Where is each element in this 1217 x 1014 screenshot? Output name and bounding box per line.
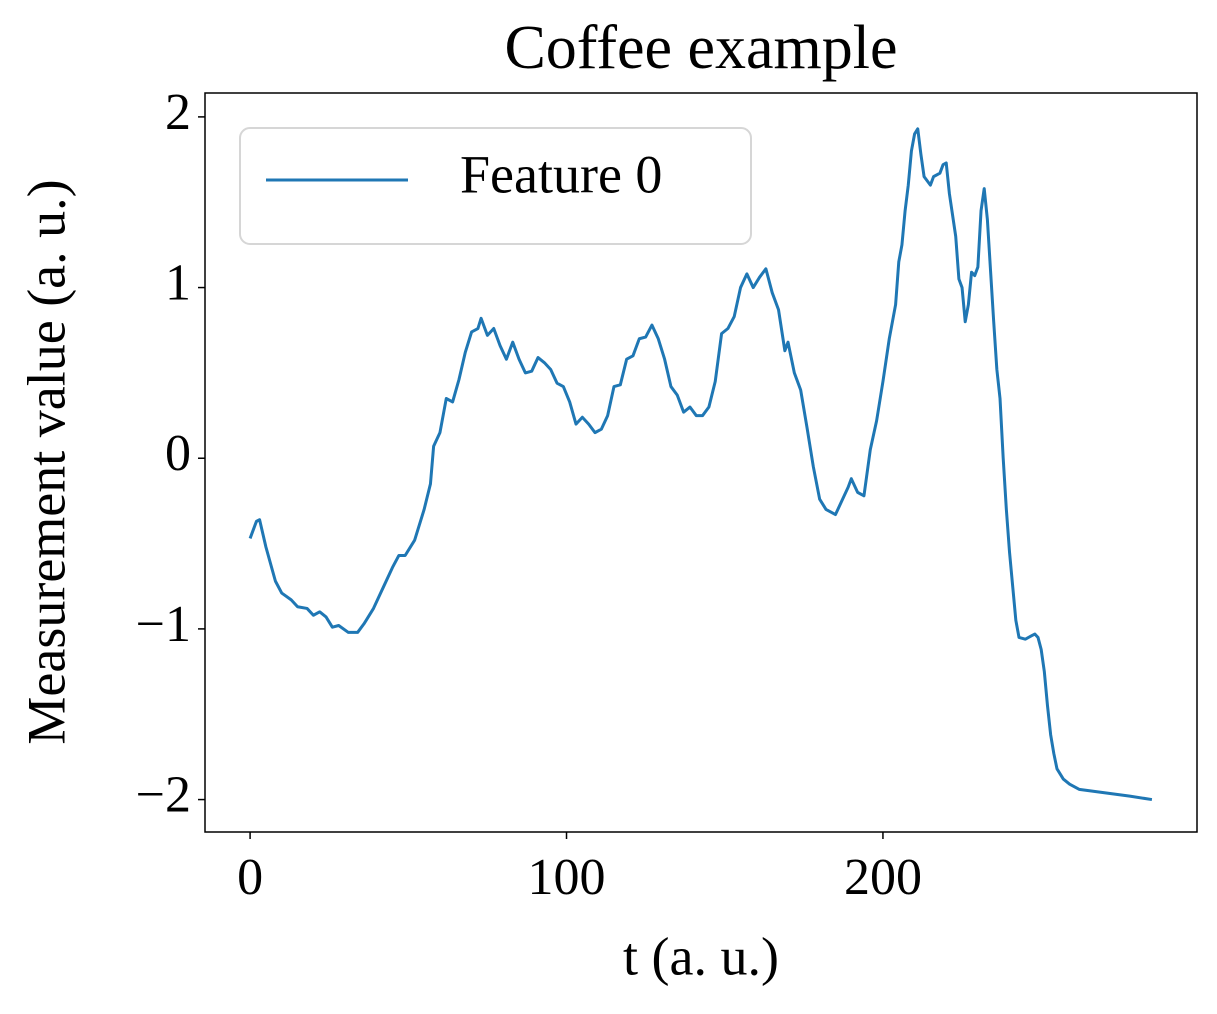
y-tick-label: 2 [165,84,191,141]
x-tick-label: 0 [237,849,263,906]
x-axis-label: t (a. u.) [623,926,779,986]
y-tick-label: 1 [165,255,191,312]
legend-label: Feature 0 [460,144,662,204]
y-tick-label: 0 [165,425,191,482]
y-axis-label: Measurement value (a. u.) [16,179,76,744]
x-tick-label: 100 [528,849,606,906]
plot-frame [204,92,1198,833]
data-line [248,127,1153,802]
chart-title: Coffee example [504,14,897,82]
x-tick-label: 200 [844,849,922,906]
y-tick-label: −2 [136,767,191,824]
legend-box [239,127,752,245]
y-tick-label: −1 [136,596,191,653]
